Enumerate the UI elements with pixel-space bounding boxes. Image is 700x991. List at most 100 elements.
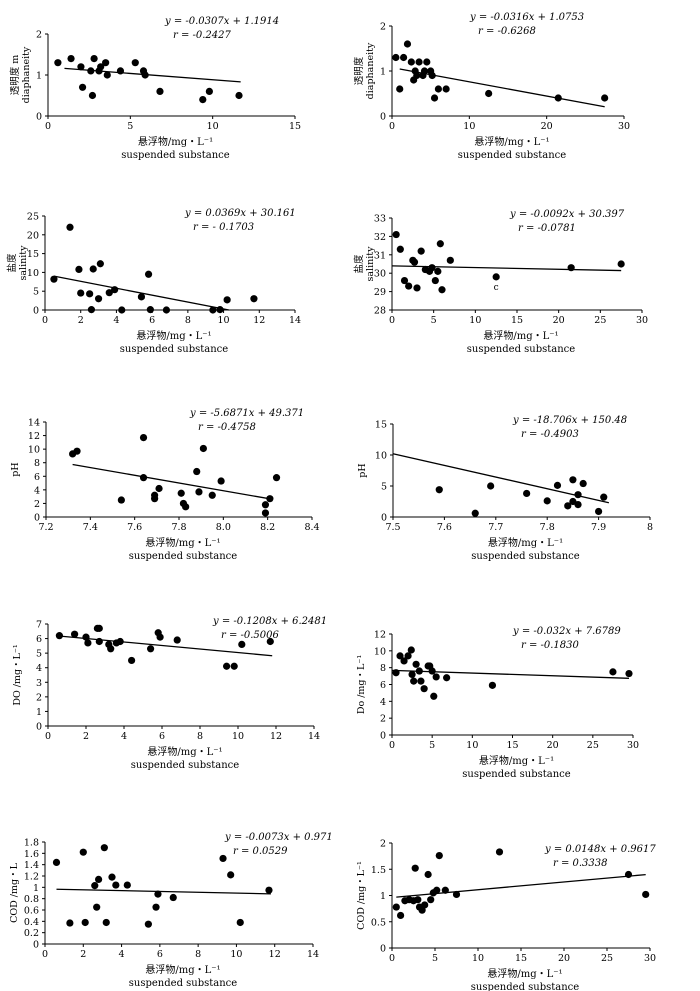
data-point bbox=[141, 71, 149, 79]
data-point bbox=[523, 489, 531, 498]
x-tick-label: 2 bbox=[78, 315, 84, 326]
data-point bbox=[177, 489, 185, 497]
data-point bbox=[396, 652, 404, 660]
data-point bbox=[404, 652, 412, 660]
x-axis-label-en: suspended substance bbox=[471, 551, 579, 562]
y-tick-label: 3 bbox=[36, 678, 42, 689]
scatter-panel-3: 0 2 4 6 8 10 12 14 0 5 10 15 20 25 盐度 salinity 悬浮物/mg・L⁻… bbox=[6, 208, 301, 355]
data-point bbox=[392, 669, 400, 677]
x-tick-label: 6 bbox=[159, 731, 165, 742]
data-point bbox=[435, 486, 443, 494]
scatter-panel-5: 7.2 7.4 7.6 7.8 8.0 8.2 8.4 0 2 4 6 8 10 12 14 pH 悬浮物/mg… bbox=[10, 408, 320, 562]
data-point bbox=[219, 854, 227, 863]
data-point bbox=[414, 896, 422, 904]
scatter-panel-8: 0 5 10 15 20 25 30 0 2 4 6 8 10 12 Do /mg・L⁻¹ 悬浮物/mg・L⁻… bbox=[356, 626, 639, 780]
data-point bbox=[118, 306, 126, 314]
x-tick-label: 8 bbox=[195, 949, 201, 960]
data-point bbox=[420, 685, 428, 693]
x-tick-label: 7.4 bbox=[83, 522, 98, 533]
y-axis-label: COD /mg・L bbox=[9, 862, 20, 922]
y-tick-label: 1 bbox=[380, 67, 386, 78]
data-point bbox=[396, 245, 404, 253]
y-tick-label: 8 bbox=[380, 663, 386, 674]
data-point bbox=[400, 53, 408, 62]
x-tick-label: 10 bbox=[218, 315, 230, 326]
data-point bbox=[156, 633, 164, 641]
correlation-coefficient: r = 0.0529 bbox=[233, 846, 288, 857]
x-tick-label: 30 bbox=[636, 315, 648, 326]
x-tick-label: 5 bbox=[432, 953, 438, 964]
y-tick-label: 0 bbox=[380, 731, 386, 742]
y-tick-label: 5 bbox=[36, 649, 42, 660]
data-point bbox=[90, 55, 98, 63]
x-tick-label: 5 bbox=[431, 315, 437, 326]
x-tick-label: 8.2 bbox=[260, 522, 275, 533]
data-point bbox=[438, 286, 446, 294]
y-axis-label: 盐度 bbox=[353, 254, 365, 274]
data-point bbox=[97, 63, 105, 71]
y-tick-label: 6 bbox=[36, 634, 42, 645]
x-tick-label: 7.7 bbox=[488, 522, 503, 533]
x-tick-label: 7.6 bbox=[127, 522, 142, 533]
data-point bbox=[94, 295, 103, 303]
data-point bbox=[392, 53, 400, 62]
data-point bbox=[415, 58, 423, 66]
data-point bbox=[217, 477, 225, 485]
x-tick-label: 7.8 bbox=[171, 522, 186, 533]
data-point bbox=[543, 497, 551, 505]
x-axis-label-cn: 悬浮物/mg・L⁻¹ bbox=[138, 135, 213, 148]
y-tick-label: 10 bbox=[374, 646, 386, 657]
data-point bbox=[169, 893, 177, 902]
x-tick-label: 7.9 bbox=[591, 522, 606, 533]
data-point bbox=[428, 71, 436, 80]
data-point bbox=[553, 481, 562, 489]
x-tick-label: 0 bbox=[42, 949, 48, 960]
data-point bbox=[81, 918, 89, 927]
x-tick-label: 0 bbox=[389, 121, 395, 132]
data-point bbox=[569, 476, 577, 484]
y-tick-label: 0 bbox=[33, 306, 39, 317]
x-axis-label-cn: 悬浮物/mg・L⁻¹ bbox=[483, 329, 558, 342]
data-point bbox=[410, 677, 418, 685]
data-point bbox=[492, 273, 500, 281]
data-point bbox=[155, 484, 163, 493]
y-tick-label: 28 bbox=[374, 306, 386, 317]
data-point bbox=[405, 282, 413, 290]
y-tick-label: 0.6 bbox=[24, 906, 39, 917]
data-point bbox=[154, 890, 162, 898]
y-tick-label: 2 bbox=[380, 714, 386, 725]
x-tick-label: 12 bbox=[253, 315, 265, 326]
y-tick-label: 33 bbox=[374, 214, 386, 225]
y-axis-label: 盐度 bbox=[6, 253, 18, 273]
data-point bbox=[250, 295, 258, 303]
x-tick-label: 20 bbox=[541, 121, 553, 132]
correlation-coefficient: r = - 0.1703 bbox=[193, 222, 254, 233]
y-tick-label: 1.5 bbox=[371, 865, 386, 876]
x-tick-label: 6 bbox=[157, 949, 163, 960]
data-point bbox=[102, 918, 110, 927]
data-point bbox=[208, 491, 216, 499]
y-tick-label: 2 bbox=[34, 499, 40, 510]
data-point bbox=[209, 306, 217, 314]
y-tick-label: 6 bbox=[380, 680, 386, 691]
x-tick-label: 0 bbox=[389, 953, 395, 964]
x-tick-label: 2 bbox=[83, 731, 89, 742]
data-point bbox=[421, 901, 429, 909]
data-point bbox=[227, 871, 235, 879]
data-point bbox=[147, 645, 155, 653]
x-tick-label: 14 bbox=[289, 315, 301, 326]
regression-line bbox=[72, 463, 273, 500]
regression-equation: y = -0.032x + 7.6789 bbox=[512, 626, 621, 637]
data-point bbox=[403, 40, 412, 48]
x-tick-label: 25 bbox=[594, 315, 606, 326]
y-tick-label: 4 bbox=[36, 663, 42, 674]
y-tick-label: 1 bbox=[380, 891, 386, 902]
y-axis-label: 透明度 bbox=[353, 56, 365, 85]
y-tick-label: 29 bbox=[374, 287, 386, 298]
data-point bbox=[67, 55, 75, 63]
y-axis-label: diaphaneity bbox=[365, 42, 376, 99]
data-point bbox=[95, 637, 103, 646]
data-point bbox=[413, 284, 421, 292]
x-tick-label: 8 bbox=[647, 522, 653, 533]
x-tick-label: 0 bbox=[42, 315, 48, 326]
